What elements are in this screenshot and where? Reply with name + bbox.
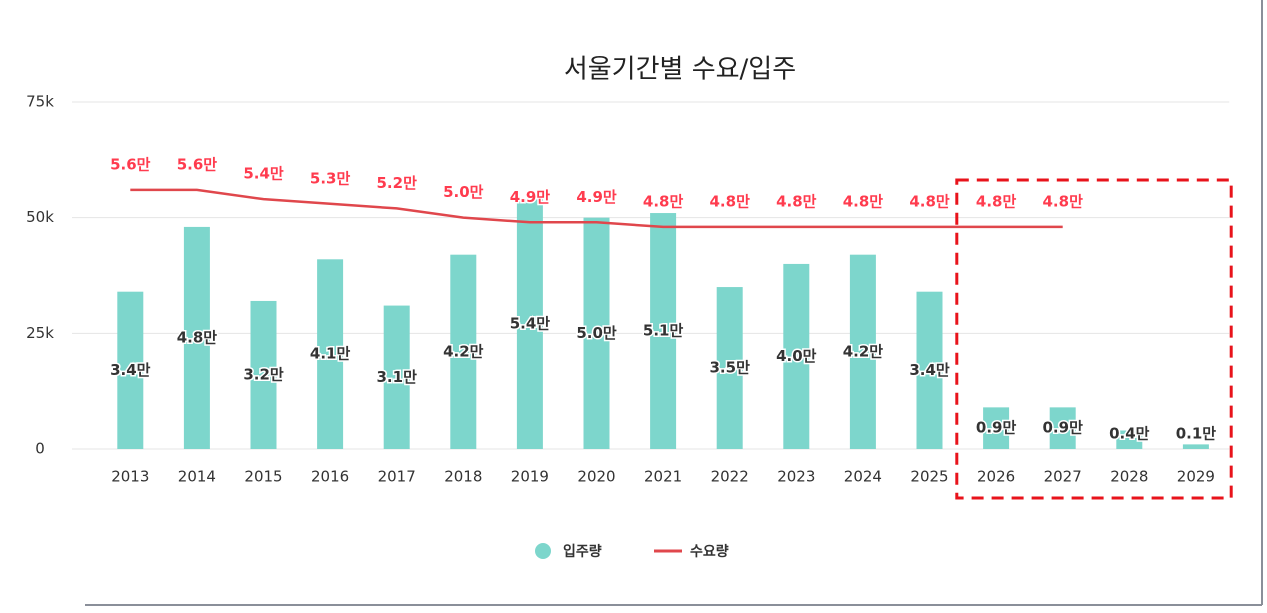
x-tick-label: 2016 [311, 468, 349, 486]
bar [1116, 430, 1143, 449]
bar [516, 199, 543, 449]
x-tick-label: 2018 [444, 468, 482, 486]
x-tick-label: 2026 [977, 468, 1015, 486]
line-value-label: 5.4만 [243, 165, 284, 183]
line [130, 188, 1063, 229]
highlight-box [955, 178, 1233, 500]
bar-value-label: 0.1만 [1176, 425, 1217, 443]
bar-value-label: 4.2만 [443, 342, 484, 360]
bar [783, 263, 810, 449]
bar [916, 291, 943, 449]
x-tick-label: 2019 [511, 468, 549, 486]
bar [1049, 407, 1076, 449]
line-value-label: 4.8만 [843, 192, 884, 210]
line-value-label: 4.9만 [510, 188, 551, 206]
x-tick-label: 2022 [711, 468, 749, 486]
bar [117, 291, 144, 449]
y-tick-label: 50k [26, 208, 54, 226]
bar-value-label: 4.2만 [843, 342, 884, 360]
x-tick-label: 2028 [1110, 468, 1148, 486]
legend-swatch [535, 543, 551, 559]
line-value-label: 5.3만 [310, 169, 351, 187]
chart-title: 서울기간별 수요/입주 [564, 55, 796, 85]
bar-value-label: 5.4만 [510, 315, 551, 333]
y-tick-label: 75k [26, 93, 54, 111]
bar-value-label: 4.1만 [310, 345, 351, 363]
x-tick-label: 2023 [777, 468, 815, 486]
bar-value-label: 3.1만 [377, 368, 418, 386]
line-value-label: 5.2만 [377, 174, 418, 192]
bar-value-label: 4.0만 [776, 347, 817, 365]
x-tick-label: 2024 [844, 468, 882, 486]
line-value-label: 5.6만 [110, 155, 151, 173]
x-tick-label: 2017 [378, 468, 416, 486]
bar [1182, 444, 1209, 449]
bar [250, 300, 277, 449]
bar-value-label: 3.2만 [243, 365, 284, 383]
line-value-label: 4.8만 [1043, 192, 1084, 210]
line-value-label: 4.8만 [976, 192, 1017, 210]
bar-value-label: 0.9만 [1043, 419, 1084, 437]
legend-label: 수요량 [690, 544, 729, 560]
bar [383, 305, 410, 449]
x-tick-label: 2027 [1044, 468, 1082, 486]
line-value-label: 4.8만 [710, 192, 751, 210]
line-value-label: 5.6만 [177, 155, 218, 173]
bar-value-label: 4.8만 [177, 328, 218, 346]
x-tick-label: 2029 [1177, 468, 1215, 486]
line-value-label: 5.0만 [443, 183, 484, 201]
x-tick-label: 2025 [910, 468, 948, 486]
x-tick-label: 2015 [244, 468, 282, 486]
bar [450, 254, 477, 449]
bar-value-label: 3.4만 [909, 361, 950, 379]
x-tick-label: 2013 [111, 468, 149, 486]
bar [583, 217, 610, 449]
bar [650, 213, 677, 449]
bar [183, 226, 210, 449]
line-value-label: 4.9만 [576, 188, 617, 206]
bar-value-label: 5.1만 [643, 322, 684, 340]
x-tick-label: 2020 [577, 468, 615, 486]
bar [716, 287, 743, 449]
bar-value-label: 3.5만 [710, 359, 751, 377]
bar-value-label: 3.4만 [110, 361, 151, 379]
legend-label: 입주량 [563, 544, 602, 560]
line-value-label: 4.8만 [909, 192, 950, 210]
y-tick-label: 25k [26, 324, 54, 342]
bar-value-label: 5.0만 [576, 324, 617, 342]
x-tick-label: 2021 [644, 468, 682, 486]
line-value-label: 4.8만 [643, 192, 684, 210]
bar-value-label: 0.9만 [976, 419, 1017, 437]
y-tick-label: 0 [35, 440, 45, 458]
bar [317, 259, 344, 449]
bar [849, 254, 876, 449]
x-tick-label: 2014 [178, 468, 216, 486]
line-value-label: 4.8만 [776, 192, 817, 210]
bar-value-label: 0.4만 [1109, 425, 1150, 443]
bar [983, 407, 1010, 449]
